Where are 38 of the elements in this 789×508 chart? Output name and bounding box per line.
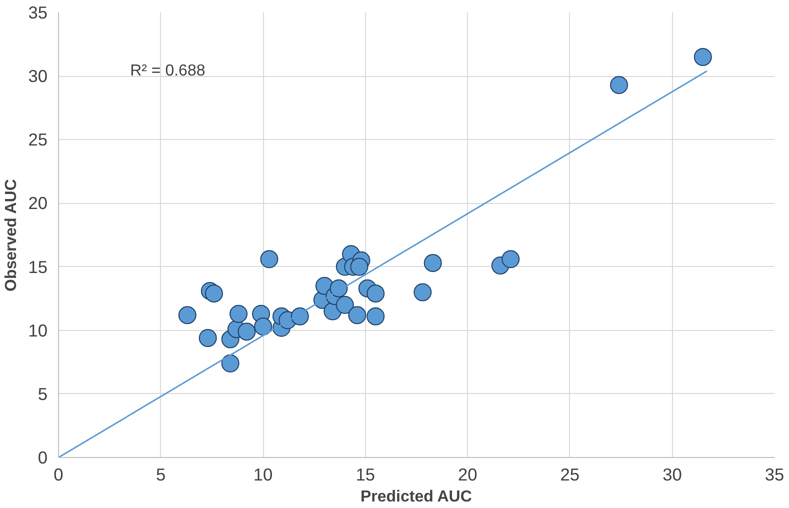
y-tick-label: 35: [28, 2, 48, 22]
x-tick-label: 25: [560, 464, 580, 484]
point: [694, 48, 712, 66]
point: [348, 306, 366, 324]
point: [260, 250, 278, 268]
x-tick-label: 30: [662, 464, 682, 484]
y-tick-label: 30: [28, 66, 48, 86]
point: [414, 283, 432, 302]
point: [366, 284, 385, 302]
y-tick-label: 0: [38, 448, 48, 468]
point: [366, 307, 385, 326]
point: [610, 76, 628, 94]
point: [221, 354, 240, 372]
point: [178, 306, 196, 324]
x-tick-label: 15: [356, 464, 375, 484]
y-tick-label: 20: [28, 193, 48, 214]
y-tick-label: 25: [28, 130, 48, 150]
x-tick-label: 0: [54, 464, 64, 484]
point: [350, 258, 368, 276]
point: [230, 304, 248, 323]
y-tick-label: 15: [28, 256, 48, 277]
point: [204, 284, 223, 302]
point: [238, 322, 256, 341]
y-axis-title: Observed AUC: [3, 178, 20, 292]
point: [424, 254, 442, 272]
point: [290, 307, 309, 326]
point: [336, 296, 354, 314]
point: [254, 318, 272, 336]
y-tick-label: 5: [38, 384, 48, 404]
x-tick-label: 10: [253, 464, 273, 484]
annotation: R² = 0.688: [130, 62, 206, 80]
x-axis-title: Predicted AUC: [360, 488, 472, 506]
x-tick-label: 35: [764, 464, 784, 484]
point: [198, 329, 217, 347]
point: [502, 250, 520, 268]
x-tick-label: 20: [458, 464, 478, 484]
y-tick-label: 10: [28, 320, 48, 340]
x-tick-label: 5: [156, 464, 166, 484]
